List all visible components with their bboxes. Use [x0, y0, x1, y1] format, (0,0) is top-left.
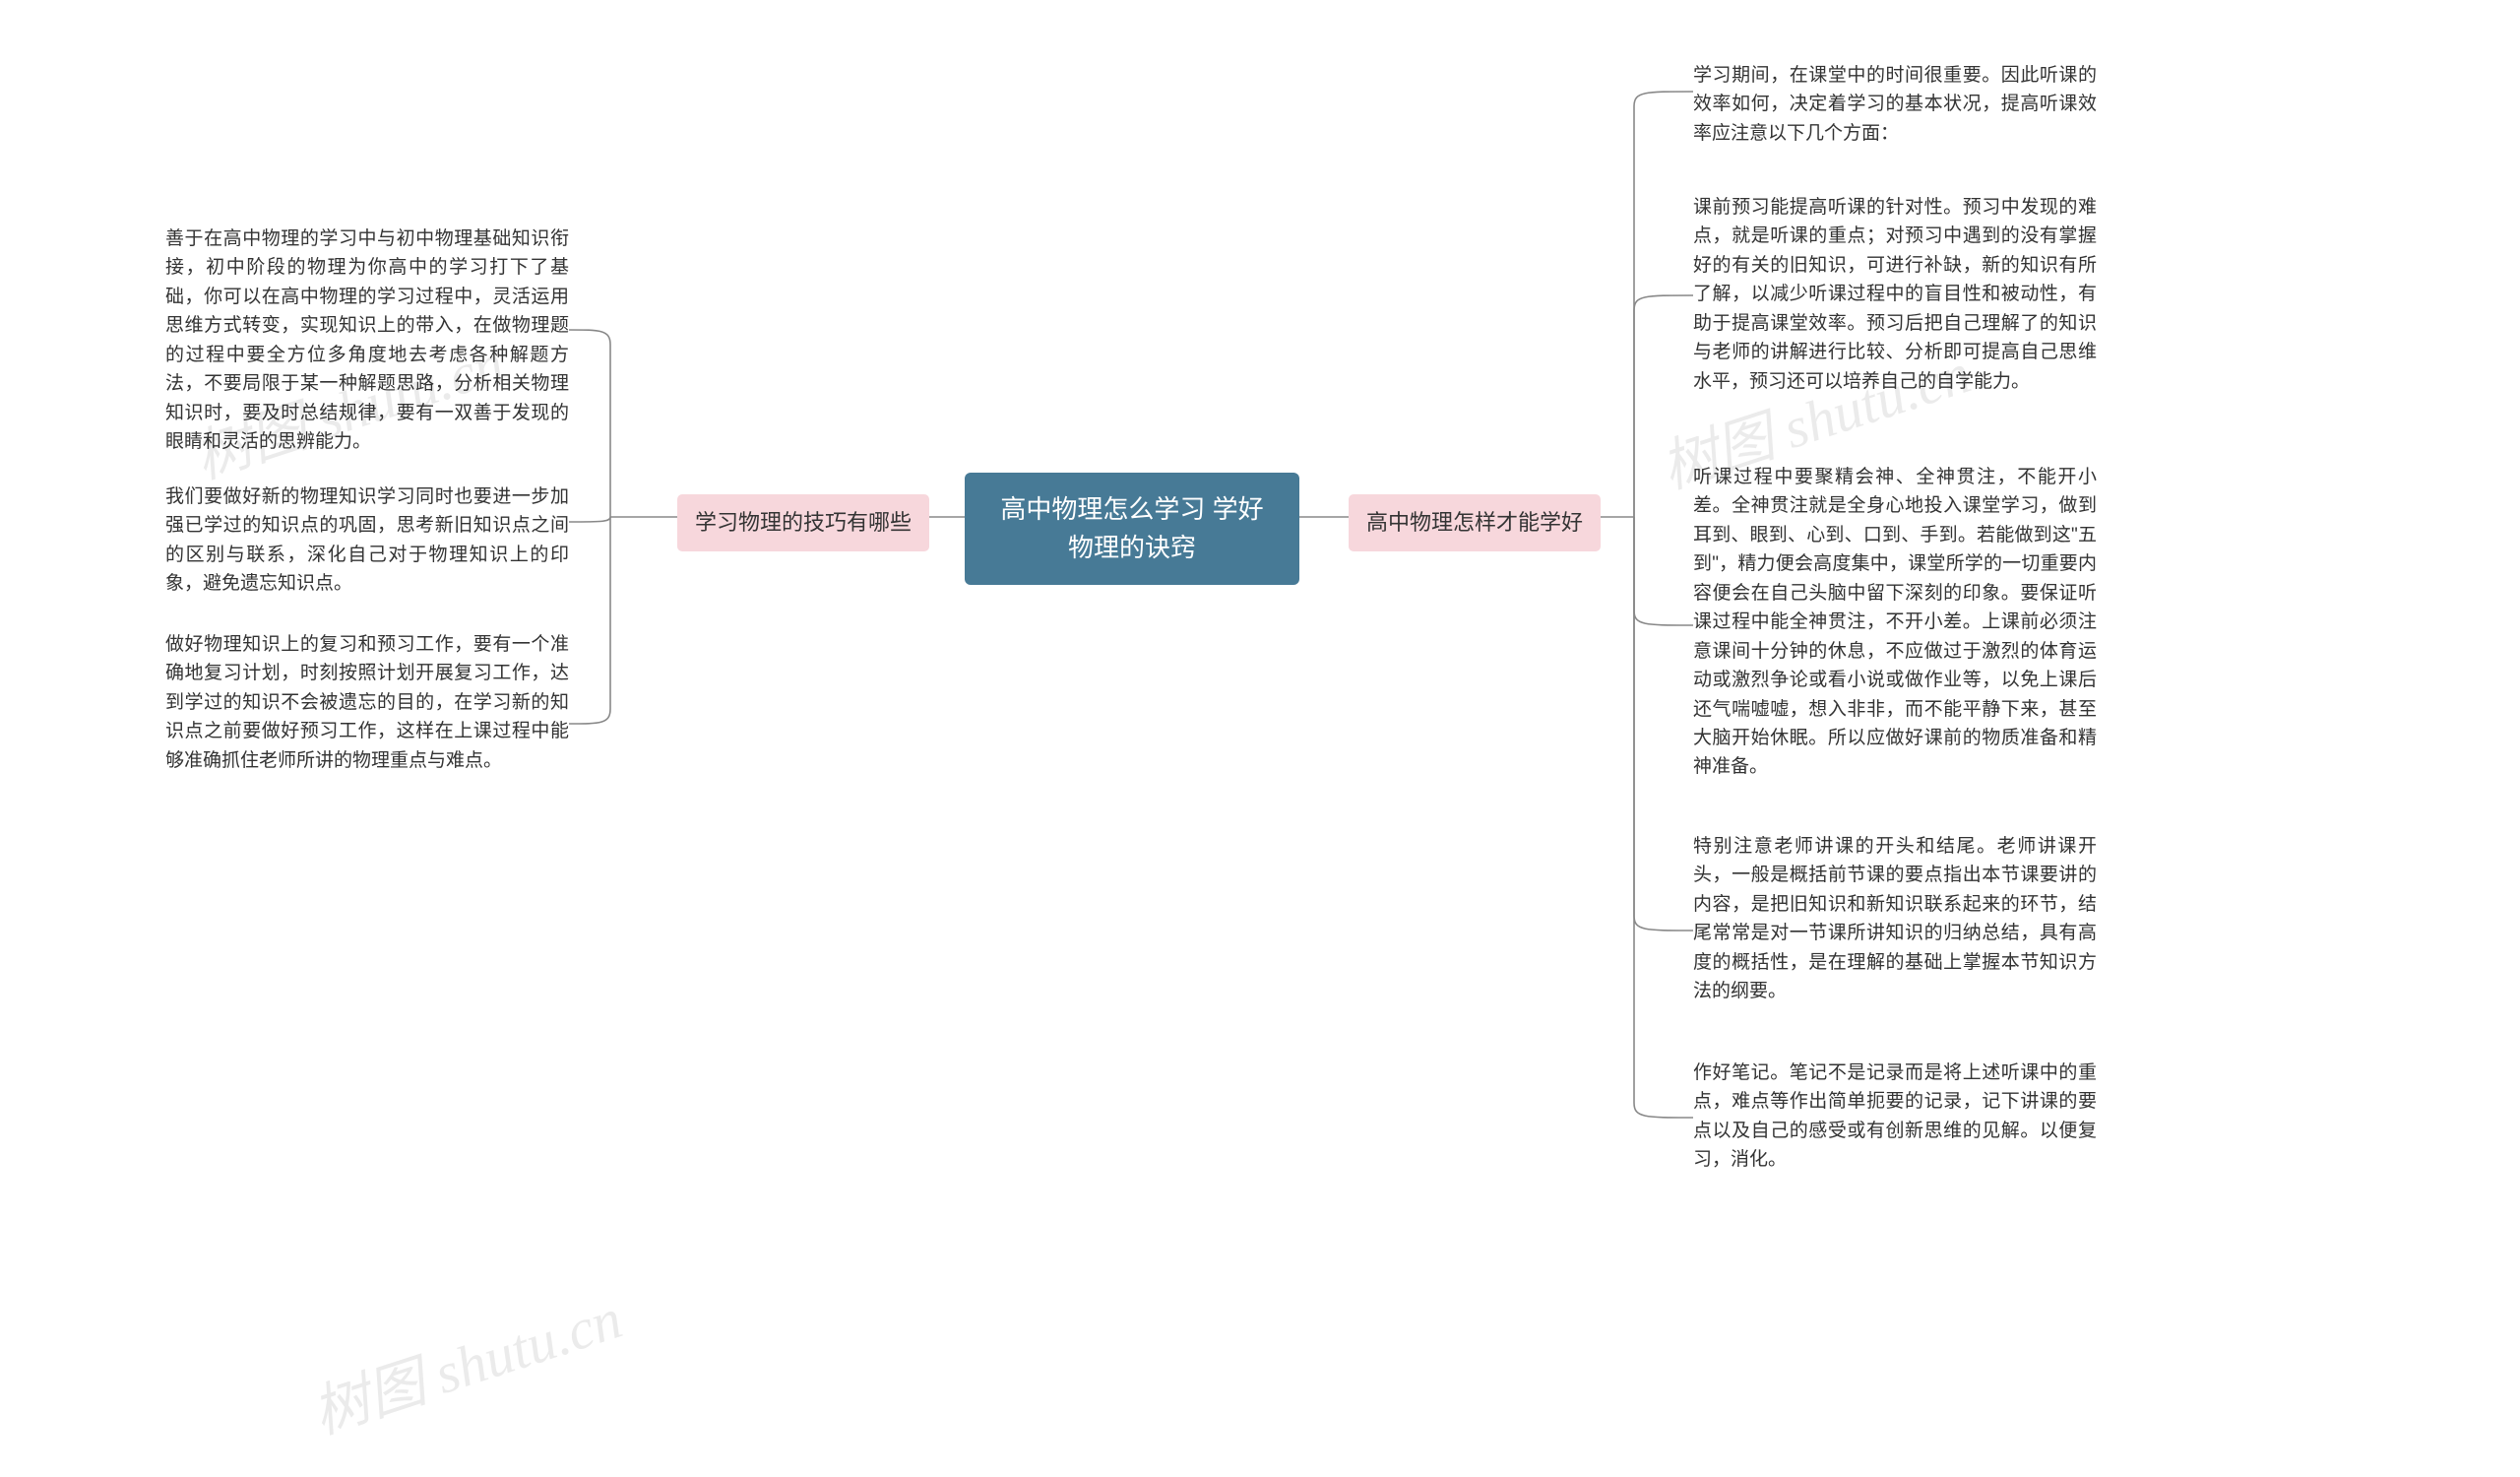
leaf-right-3: 特别注意老师讲课的开头和结尾。老师讲课开头，一般是概括前节课的要点指出本节课要讲…: [1693, 832, 2097, 1006]
watermark-2: 树图 shutu.cn: [300, 1272, 630, 1449]
leaf-left-2: 做好物理知识上的复习和预习工作，要有一个准确地复习计划，时刻按照计划开展复习工作…: [165, 630, 569, 775]
mindmap-canvas: 高中物理怎么学习 学好物理的诀窍 学习物理的技巧有哪些 善于在高中物理的学习中与…: [0, 0, 2520, 1477]
branch-right[interactable]: 高中物理怎样才能学好: [1349, 494, 1601, 551]
center-node[interactable]: 高中物理怎么学习 学好物理的诀窍: [965, 473, 1299, 585]
leaf-right-0: 学习期间，在课堂中的时间很重要。因此听课的效率如何，决定着学习的基本状况，提高听…: [1693, 61, 2097, 148]
leaf-left-1: 我们要做好新的物理知识学习同时也要进一步加强已学过的知识点的巩固，思考新旧知识点…: [165, 482, 569, 599]
leaf-left-0: 善于在高中物理的学习中与初中物理基础知识衔接，初中阶段的物理为你高中的学习打下了…: [165, 225, 569, 457]
leaf-right-1: 课前预习能提高听课的针对性。预习中发现的难点，就是听课的重点；对预习中遇到的没有…: [1693, 193, 2097, 396]
branch-left[interactable]: 学习物理的技巧有哪些: [677, 494, 929, 551]
leaf-right-4: 作好笔记。笔记不是记录而是将上述听课中的重点，难点等作出简单扼要的记录，记下讲课…: [1693, 1059, 2097, 1175]
leaf-right-2: 听课过程中要聚精会神、全神贯注，不能开小差。全神贯注就是全身心地投入课堂学习，做…: [1693, 463, 2097, 782]
